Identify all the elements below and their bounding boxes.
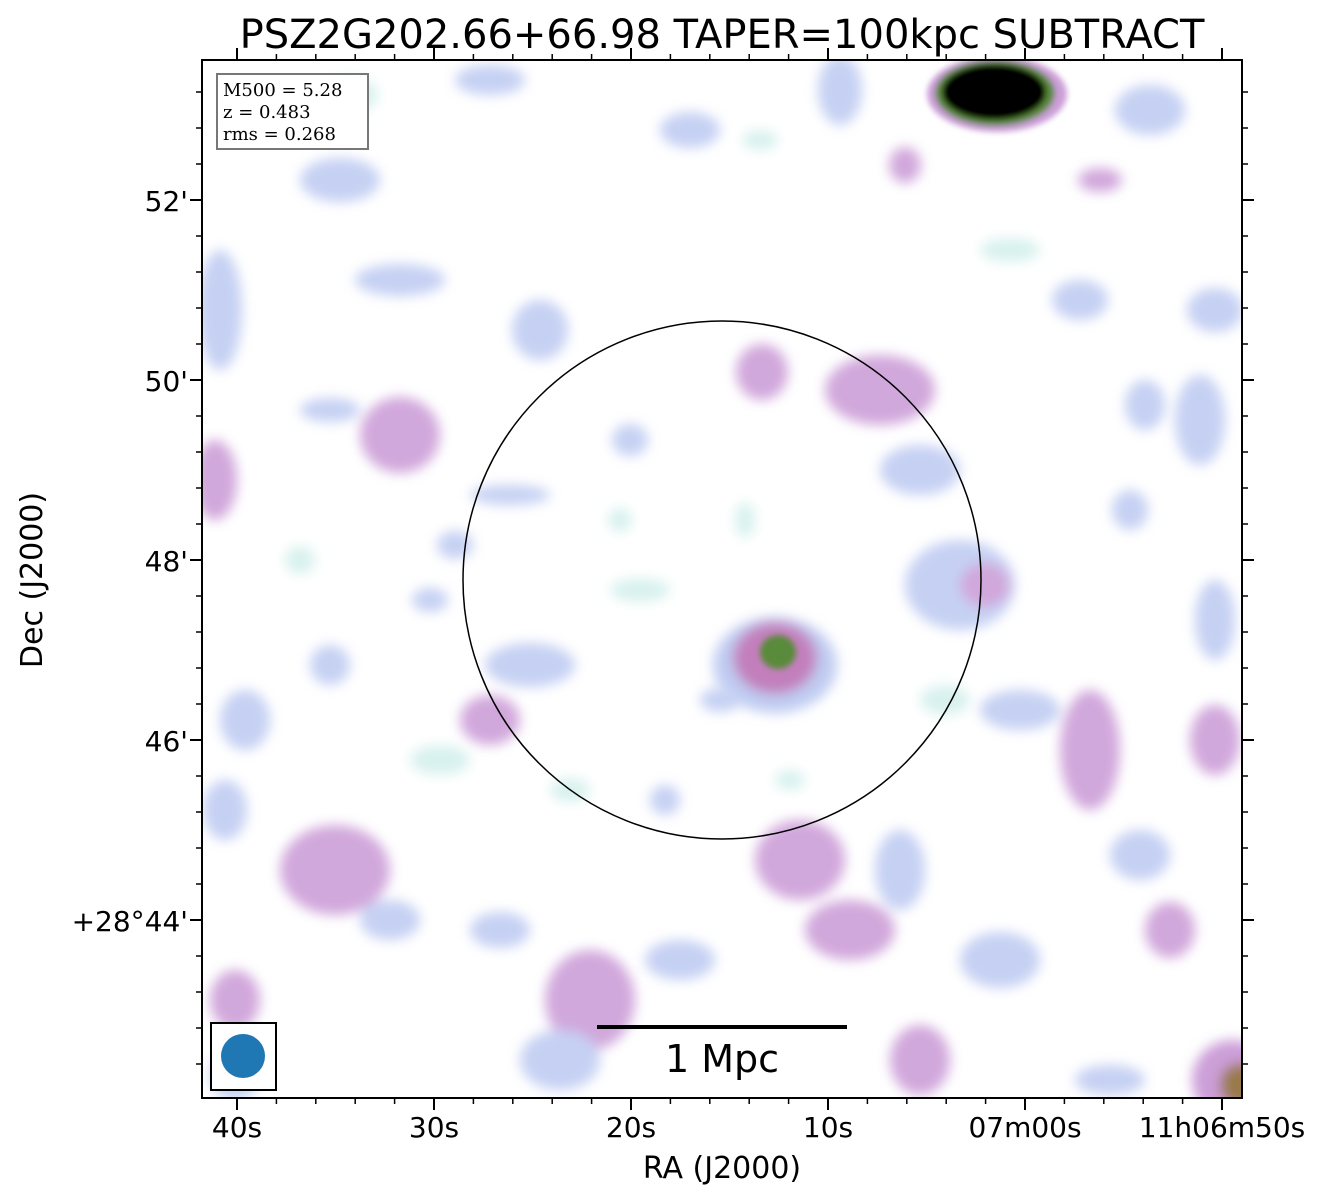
major-ticks xyxy=(190,48,1254,1110)
emission-patch xyxy=(310,645,350,685)
emission-patch xyxy=(470,485,550,505)
emission-patch xyxy=(485,643,575,687)
x-tick-label: 30s xyxy=(409,1111,459,1144)
emission-patch xyxy=(1110,830,1170,880)
emission-patch xyxy=(300,398,360,422)
central-source-core xyxy=(760,635,796,669)
minor-ticks xyxy=(196,54,1248,1104)
emission-patch xyxy=(825,355,935,425)
emission-patch xyxy=(360,397,440,473)
emission-patch xyxy=(355,264,445,296)
x-tick-label: 40s xyxy=(212,1111,262,1144)
emission-patch xyxy=(300,158,380,202)
aperture-circle xyxy=(462,320,982,840)
emission-patch xyxy=(1112,490,1148,530)
emission-patch xyxy=(455,65,525,95)
scale-bar-label: 1 Mpc xyxy=(665,1037,779,1081)
emission-patch xyxy=(880,445,960,495)
emission-patch xyxy=(1187,288,1242,332)
emission-patch xyxy=(960,563,1010,607)
emission-patch xyxy=(735,502,755,538)
emission-patch xyxy=(360,900,420,940)
emission-patch xyxy=(890,1025,950,1095)
emission-patch xyxy=(470,912,530,948)
emission-patch xyxy=(980,238,1040,262)
info-line-m500: M500 = 5.28 xyxy=(223,80,342,101)
emission-patch xyxy=(1190,705,1240,775)
plot-frame xyxy=(201,59,1243,1099)
emission-patch xyxy=(650,785,680,815)
y-tick-labels: 52' 50' 48' 46' +28°44' xyxy=(72,185,188,938)
emission-patch xyxy=(520,1030,600,1090)
emission-patch xyxy=(645,940,715,980)
y-axis-label: Dec (J2000) xyxy=(15,492,50,668)
emission-patch xyxy=(1078,168,1122,192)
emission-patch xyxy=(1145,902,1195,958)
emission-patch xyxy=(1115,85,1185,135)
emission-patch xyxy=(280,825,390,915)
bright-source-core xyxy=(942,64,1046,120)
x-tick-label: 07m00s xyxy=(968,1111,1081,1144)
scale-bar: 1 Mpc xyxy=(597,1025,847,1081)
emission-patch xyxy=(410,745,470,775)
emission-patch xyxy=(889,147,921,183)
y-tick-label: 46' xyxy=(145,725,188,758)
emission-patch xyxy=(412,588,448,612)
emission-patch xyxy=(202,440,237,520)
emission-patch xyxy=(612,424,648,456)
info-box: M500 = 5.28 z = 0.483 rms = 0.268 xyxy=(216,73,369,150)
emission-patch xyxy=(608,508,632,532)
emission-patch xyxy=(1052,280,1108,320)
emission-patch xyxy=(805,900,895,960)
emission-patch xyxy=(960,932,1040,988)
beam-ellipse xyxy=(221,1034,265,1078)
emission-patch xyxy=(920,685,970,715)
emission-patch xyxy=(610,578,670,602)
emission-patch xyxy=(203,780,247,840)
y-tick-label: +28°44' xyxy=(72,905,188,938)
info-line-z: z = 0.483 xyxy=(223,102,311,123)
emission-patch xyxy=(755,820,845,900)
corner-source-core xyxy=(1220,1063,1242,1098)
emission-patch xyxy=(1125,380,1165,430)
y-tick-label: 52' xyxy=(145,185,188,218)
emission-patch xyxy=(1195,580,1235,660)
x-tick-label: 10s xyxy=(803,1111,853,1144)
x-tick-label: 20s xyxy=(606,1111,656,1144)
emission-patch xyxy=(736,344,788,400)
emission-patch xyxy=(980,690,1060,730)
emission-patch xyxy=(202,250,242,370)
chart-title: PSZ2G202.66+66.98 TAPER=100kpc SUBTRACT xyxy=(240,12,1205,58)
x-tick-label: 11h06m50s xyxy=(1139,1111,1306,1144)
info-line-rms: rms = 0.268 xyxy=(223,124,336,145)
emission-patch xyxy=(1075,1065,1145,1095)
y-tick-label: 48' xyxy=(145,545,188,578)
emission-patch xyxy=(775,770,805,790)
x-axis-label: RA (J2000) xyxy=(643,1151,801,1186)
emission-patch xyxy=(1175,375,1225,465)
emission-patch xyxy=(220,690,270,750)
emission-patch xyxy=(660,112,720,148)
emission-patch xyxy=(285,546,315,574)
emission-patch xyxy=(742,130,778,150)
emission-patch xyxy=(818,60,862,125)
emission-patch xyxy=(875,830,925,910)
beam-indicator xyxy=(210,1022,277,1091)
emission-patch xyxy=(1060,690,1120,810)
x-tick-labels: 40s 30s 20s 10s 07m00s 11h06m50s xyxy=(212,1111,1305,1144)
y-tick-label: 50' xyxy=(145,365,188,398)
emission-patch xyxy=(210,970,260,1030)
emission-patch xyxy=(512,300,568,360)
radio-emission-map xyxy=(202,60,1242,1098)
plot-area: M500 = 5.28 z = 0.483 rms = 0.268 1 Mpc xyxy=(201,59,1243,1099)
emission-patch xyxy=(460,695,520,745)
